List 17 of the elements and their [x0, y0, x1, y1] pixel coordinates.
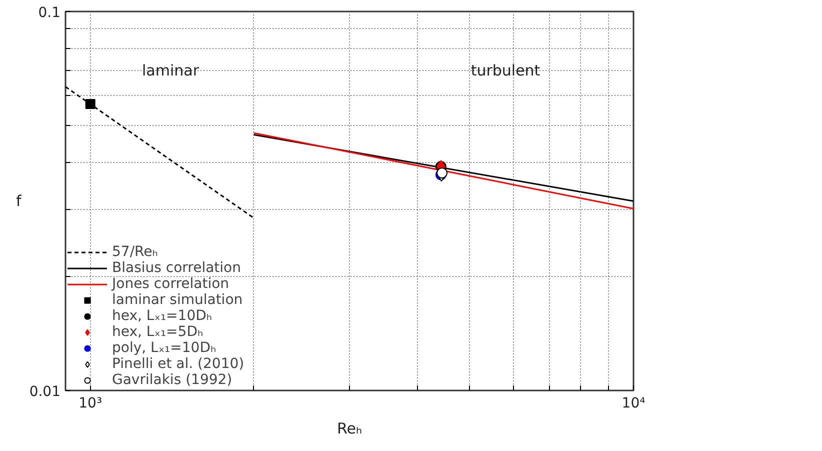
legend-label: 57/Reₕ [112, 244, 158, 260]
x-axis-title: Reₕ [336, 420, 362, 438]
legend-label: hex, Lₓ₁=10Dₕ [112, 308, 212, 324]
legend-label: poly, Lₓ₁=10Dₕ [112, 340, 216, 356]
legend-label: laminar simulation [112, 292, 243, 308]
legend-label: Jones correlation [112, 276, 230, 292]
annotation: turbulent [470, 62, 540, 80]
legend-label: Blasius correlation [112, 260, 241, 276]
legend-label: hex, Lₓ₁=5Dₕ [112, 324, 204, 340]
x-tick-label: 10⁴ [622, 396, 646, 412]
y-tick-label: 0.1 [38, 5, 60, 21]
legend-label: Pinelli et al. (2010) [112, 356, 244, 372]
legend-label: Gavrilakis (1992) [112, 372, 232, 388]
y-axis-title: f [16, 192, 22, 210]
y-tick-label: 0.01 [29, 384, 60, 400]
x-tick-label: 10³ [78, 396, 102, 412]
annotation: laminar [142, 62, 200, 80]
